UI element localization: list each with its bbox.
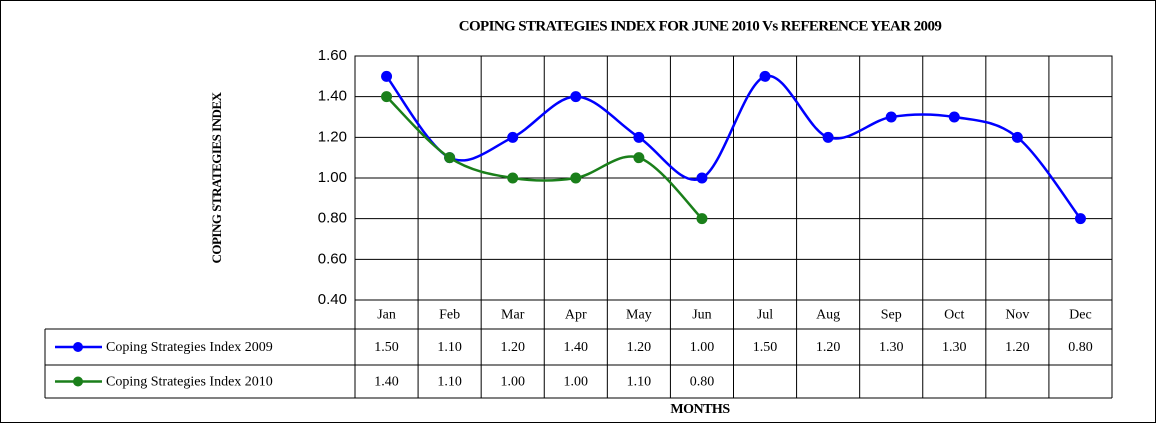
legend-label: Coping Strategies Index 2010 bbox=[106, 375, 273, 390]
series-line bbox=[385, 74, 1082, 220]
data-label: 1.50 bbox=[374, 340, 399, 355]
y-axis-label: COPING STRATEGIES INDEX bbox=[209, 91, 224, 263]
y-tick-label: 1.60 bbox=[318, 47, 347, 64]
x-tick-label: Jul bbox=[757, 308, 773, 323]
y-tick-label: 0.40 bbox=[318, 291, 347, 308]
x-axis-label: MONTHS bbox=[670, 402, 730, 417]
data-label: 1.10 bbox=[437, 375, 462, 390]
data-label: 1.20 bbox=[1005, 340, 1030, 355]
x-tick-label: May bbox=[626, 308, 652, 323]
y-tick-label: 0.80 bbox=[318, 210, 347, 227]
data-label: 1.50 bbox=[753, 340, 778, 355]
x-tick-label: Apr bbox=[565, 308, 587, 323]
x-tick-label: Aug bbox=[816, 308, 840, 323]
legend-marker bbox=[73, 342, 83, 352]
x-tick-label: Sep bbox=[881, 308, 902, 323]
marker bbox=[570, 91, 582, 103]
marker bbox=[381, 91, 393, 103]
data-label: 1.00 bbox=[500, 375, 525, 390]
marker bbox=[570, 172, 582, 184]
data-label: 1.10 bbox=[627, 375, 652, 390]
marker bbox=[507, 131, 519, 143]
marker bbox=[885, 111, 897, 123]
y-tick-label: 1.40 bbox=[318, 88, 347, 105]
marker bbox=[444, 152, 456, 164]
x-tick-label: Jan bbox=[377, 308, 396, 323]
data-label: 1.20 bbox=[500, 340, 525, 355]
data-label: 0.80 bbox=[690, 375, 715, 390]
marker bbox=[1074, 213, 1086, 225]
marker bbox=[822, 131, 834, 143]
marker bbox=[633, 152, 645, 164]
legend-marker bbox=[73, 376, 83, 387]
data-label: 1.40 bbox=[564, 340, 589, 355]
marker bbox=[507, 172, 519, 184]
y-tick-label: 1.20 bbox=[318, 128, 347, 145]
x-tick-label: Feb bbox=[439, 308, 460, 323]
marker bbox=[759, 70, 771, 82]
series-line bbox=[385, 95, 703, 220]
x-tick-label: Oct bbox=[944, 308, 964, 323]
y-tick-label: 1.00 bbox=[318, 169, 347, 186]
y-tick-label: 0.60 bbox=[318, 250, 347, 267]
x-tick-label: Dec bbox=[1069, 308, 1092, 323]
x-tick-label: Nov bbox=[1005, 308, 1029, 323]
data-label: 1.20 bbox=[627, 340, 652, 355]
data-label: 1.40 bbox=[374, 375, 399, 390]
data-label: 1.10 bbox=[437, 340, 462, 355]
chart-title: COPING STRATEGIES INDEX FOR JUNE 2010 Vs… bbox=[459, 18, 942, 34]
marker bbox=[381, 70, 393, 82]
x-tick-label: Mar bbox=[501, 308, 525, 323]
data-label: 1.20 bbox=[816, 340, 841, 355]
marker bbox=[1011, 131, 1023, 143]
marker bbox=[633, 131, 645, 143]
marker bbox=[696, 172, 708, 184]
data-label: 1.00 bbox=[564, 375, 589, 390]
x-tick-label: Jun bbox=[692, 308, 711, 323]
data-label: 0.80 bbox=[1068, 340, 1093, 355]
marker bbox=[696, 213, 708, 225]
data-label: 1.30 bbox=[942, 340, 967, 355]
data-label: 1.30 bbox=[879, 340, 904, 355]
marker bbox=[948, 111, 960, 123]
legend-label: Coping Strategies Index 2009 bbox=[106, 340, 273, 355]
data-label: 1.00 bbox=[690, 340, 715, 355]
